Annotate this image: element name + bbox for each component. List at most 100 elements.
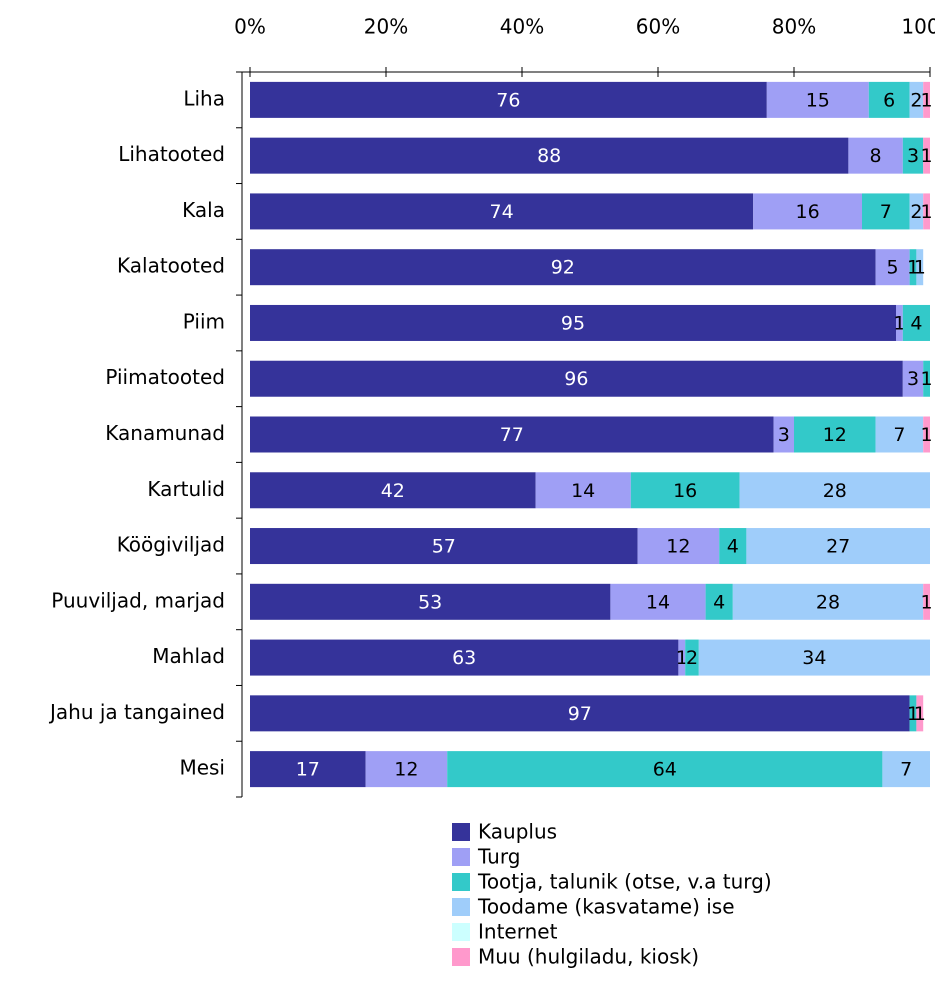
seg-label: 8: [870, 145, 882, 167]
bar-segment: [902, 304, 930, 341]
legend-swatch: [452, 823, 470, 841]
bar-segment: [902, 137, 924, 174]
y-tick-label: Lihatooted: [118, 142, 225, 166]
seg-label: 88: [537, 145, 561, 167]
seg-label: 1: [921, 368, 933, 390]
bar-segment: [685, 639, 699, 676]
seg-label: 12: [823, 424, 847, 446]
y-tick-label: Kala: [182, 198, 225, 222]
bar-segment: [868, 81, 910, 118]
legend-label: Turg: [477, 845, 520, 869]
y-tick-label: Jahu ja tangained: [48, 700, 225, 724]
seg-label: 1: [893, 312, 905, 334]
bar-segment: [250, 528, 638, 565]
bar-segment: [902, 360, 924, 397]
seg-label: 7: [893, 424, 905, 446]
bar-segment: [923, 193, 930, 230]
x-tick-label: 20%: [364, 15, 408, 39]
bar-segment: [250, 81, 767, 118]
bar-segment: [678, 639, 686, 676]
bar-segment: [862, 193, 910, 230]
seg-label: 28: [816, 591, 840, 613]
legend-label: Kauplus: [478, 820, 557, 844]
bar-segment: [637, 528, 720, 565]
seg-label: 1: [907, 257, 919, 279]
x-tick-label: 60%: [636, 15, 680, 39]
seg-label: 92: [551, 257, 575, 279]
seg-label: 17: [296, 759, 320, 781]
bar-segment: [705, 583, 733, 620]
x-tick-label: 80%: [772, 15, 816, 39]
y-tick-label: Kanamunad: [105, 421, 225, 445]
bar-segment: [875, 416, 924, 453]
bar-segment: [916, 695, 924, 732]
seg-label: 95: [561, 312, 585, 334]
bar-segment: [766, 81, 869, 118]
bar-segment: [739, 472, 930, 509]
legend-swatch: [452, 923, 470, 941]
seg-label: 97: [568, 703, 592, 725]
legend-label: Toodame (kasvatame) ise: [477, 895, 735, 919]
legend-label: Tootja, talunik (otse, v.a turg): [477, 870, 772, 894]
bar-segment: [909, 249, 917, 286]
seg-label: 1: [921, 201, 933, 223]
seg-label: 14: [646, 591, 670, 613]
seg-label: 1: [921, 89, 933, 111]
y-tick-label: Puuviljad, marjad: [51, 588, 225, 612]
bar-segment: [447, 751, 883, 788]
bar-segment: [630, 472, 740, 509]
seg-label: 28: [823, 480, 847, 502]
y-tick-label: Köögiviljad: [117, 533, 225, 557]
bar-segment: [250, 416, 774, 453]
seg-label: 3: [778, 424, 790, 446]
seg-label: 74: [490, 201, 514, 223]
seg-label: 1: [921, 591, 933, 613]
bar-segment: [773, 416, 794, 453]
bar-segment: [909, 81, 924, 118]
seg-label: 1: [914, 257, 926, 279]
seg-label: 4: [910, 312, 922, 334]
legend-swatch: [452, 848, 470, 866]
seg-label: 63: [452, 647, 476, 669]
bar-segment: [896, 304, 903, 341]
bar-segment: [698, 639, 930, 676]
y-tick-label: Piimatooted: [105, 365, 225, 389]
bar-segment: [746, 528, 930, 565]
seg-label: 3: [907, 368, 919, 390]
seg-label: 16: [673, 480, 697, 502]
bar-segment: [250, 695, 910, 732]
bar-segment: [250, 751, 366, 788]
bar-segment: [719, 528, 747, 565]
seg-label: 12: [394, 759, 418, 781]
bar-segment: [923, 583, 930, 620]
seg-label: 4: [727, 536, 739, 558]
bar-segment: [923, 416, 930, 453]
bar-segment: [250, 472, 536, 509]
bar-segment: [882, 751, 930, 788]
x-tick-label: 0%: [234, 15, 266, 39]
seg-label: 1: [914, 703, 926, 725]
bar-segment: [753, 193, 862, 230]
bar-segment: [250, 137, 849, 174]
seg-label: 16: [796, 201, 820, 223]
y-tick-label: Kartulid: [147, 477, 225, 501]
x-tick-label: 40%: [500, 15, 544, 39]
bar-segment: [250, 583, 611, 620]
seg-label: 6: [883, 89, 895, 111]
x-tick-label: 100%: [901, 15, 935, 39]
seg-label: 57: [432, 536, 456, 558]
seg-label: 14: [571, 480, 595, 502]
seg-label: 4: [713, 591, 725, 613]
bar-segment: [732, 583, 924, 620]
bar-segment: [250, 304, 896, 341]
legend-swatch: [452, 873, 470, 891]
legend-label: Muu (hulgiladu, kiosk): [478, 945, 699, 969]
bar-segment: [848, 137, 903, 174]
seg-label: 64: [653, 759, 677, 781]
seg-label: 15: [806, 89, 830, 111]
seg-label: 96: [564, 368, 588, 390]
bar-segment: [923, 360, 930, 397]
legend-label: Internet: [478, 920, 558, 944]
bar-segment: [250, 193, 754, 230]
